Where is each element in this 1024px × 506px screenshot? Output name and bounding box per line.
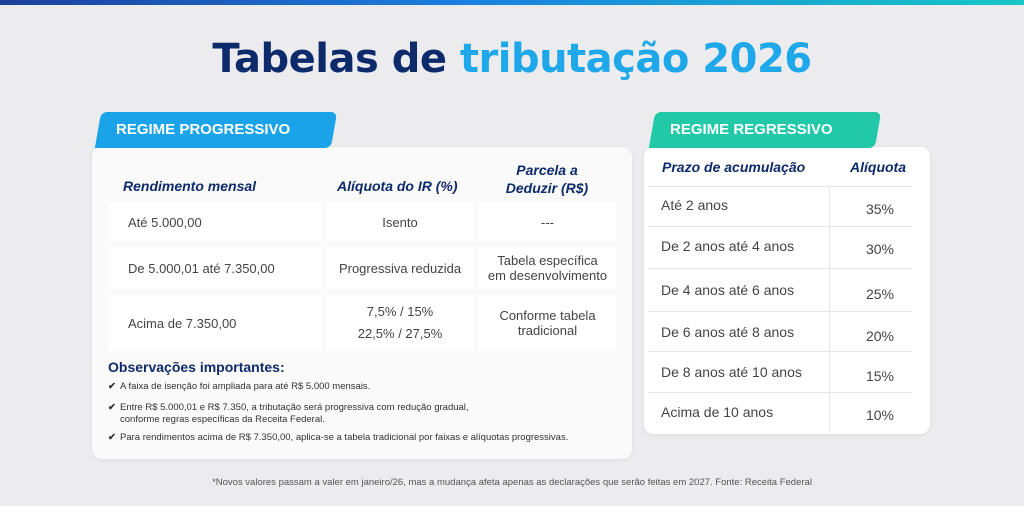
regressive-regime-tag: REGIME REGRESSIVO bbox=[648, 112, 882, 148]
row-divider bbox=[648, 351, 912, 352]
header-term: Prazo de acumulação bbox=[662, 159, 806, 175]
row-divider bbox=[648, 186, 912, 187]
term-row-5: De 8 anos até 10 anos bbox=[661, 364, 802, 380]
table-row-1-income: Até 5.000,00 bbox=[108, 203, 322, 241]
progressive-regime-tag: REGIME PROGRESSIVO bbox=[94, 112, 338, 148]
term-row-4: De 6 anos até 8 anos bbox=[661, 324, 795, 340]
term-row-6: Acima de 10 anos bbox=[661, 404, 774, 420]
check-icon: ✔ bbox=[108, 402, 116, 413]
observations-title: Observações importantes: bbox=[108, 359, 285, 375]
footnote: *Novos valores passam a valer em janeiro… bbox=[212, 477, 812, 488]
column-divider bbox=[829, 186, 830, 430]
rate-row-5: 15% bbox=[865, 368, 895, 384]
header-ir-rate: Alíquota do IR (%) bbox=[337, 178, 458, 194]
term-row-2: De 2 anos até 4 anos bbox=[661, 238, 795, 254]
table-row-3-deduct: Conforme tabela tradicional bbox=[479, 295, 616, 351]
row-divider bbox=[648, 226, 912, 227]
header-rate: Alíquota bbox=[850, 159, 906, 175]
table-row-1-rate: Isento bbox=[326, 203, 474, 241]
regressive-card bbox=[644, 147, 930, 434]
term-row-1: Até 2 anos bbox=[661, 197, 728, 213]
deduct-line: tradicional bbox=[517, 323, 578, 338]
rate-row-1: 35% bbox=[865, 201, 895, 217]
rate-row-6: 10% bbox=[865, 407, 895, 423]
title-part-1: Tabelas de bbox=[212, 36, 460, 82]
header-deduct-line1: Parcela a bbox=[516, 162, 578, 178]
rate-row-2: 30% bbox=[865, 241, 895, 257]
term-row-3: De 4 anos até 6 anos bbox=[661, 282, 795, 298]
top-gradient-bar bbox=[0, 0, 1024, 5]
table-row-3-income: Acima de 7.350,00 bbox=[108, 295, 322, 351]
check-icon: ✔ bbox=[108, 381, 116, 392]
observation-item-3: ✔ Para rendimentos acima de R$ 7.350,00, … bbox=[108, 432, 569, 443]
rate-row-4: 20% bbox=[865, 328, 895, 344]
row-divider bbox=[648, 392, 912, 393]
observation-item-2: ✔ Entre R$ 5.000,01 e R$ 7.350, a tributa… bbox=[108, 402, 469, 425]
table-row-1-deduct: --- bbox=[479, 203, 616, 241]
deduct-line: Tabela específica bbox=[497, 253, 598, 268]
table-row-3-rate: 7,5% / 15% 22,5% / 27,5% bbox=[326, 295, 474, 351]
table-row-2-income: De 5.000,01 até 7.350,00 bbox=[108, 247, 322, 289]
rate-line: 7,5% / 15% bbox=[366, 304, 434, 319]
table-row-2-deduct: Tabela específica em desenvolvimento bbox=[479, 247, 616, 289]
observation-item-1: ✔ A faixa de isenção foi ampliada para at… bbox=[108, 381, 371, 392]
page-title: Tabelas de tributação 2026 bbox=[0, 36, 1024, 82]
deduct-line: Conforme tabela bbox=[499, 308, 596, 323]
deduct-line: em desenvolvimento bbox=[487, 268, 608, 283]
rate-line: 22,5% / 27,5% bbox=[357, 326, 443, 341]
row-divider bbox=[648, 311, 912, 312]
header-monthly-income: Rendimento mensal bbox=[123, 178, 257, 194]
title-part-2: tributação 2026 bbox=[459, 36, 812, 82]
row-divider bbox=[648, 268, 912, 269]
header-deduct-line2: Deduzir (R$) bbox=[505, 180, 589, 196]
check-icon: ✔ bbox=[108, 432, 116, 443]
table-row-2-rate: Progressiva reduzida bbox=[326, 247, 474, 289]
rate-row-3: 25% bbox=[865, 286, 895, 302]
